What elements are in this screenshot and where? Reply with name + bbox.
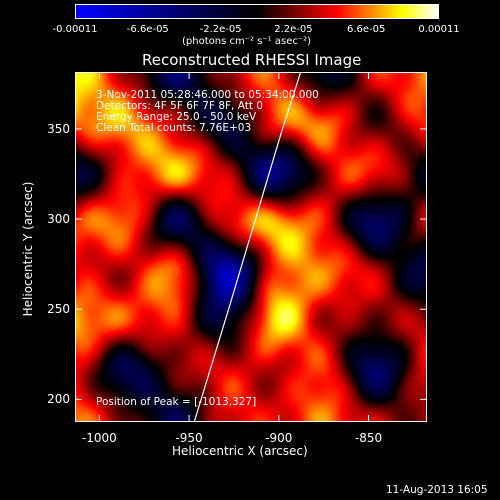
y-tick-label: 300 [47, 212, 70, 227]
colorbar-tick-label: -0.00011 [52, 24, 98, 35]
plot-area [75, 72, 427, 422]
y-tick-label: 350 [47, 121, 70, 136]
x-tick-label: -1000 [81, 431, 117, 445]
chart-title: Reconstructed RHESSI Image [142, 51, 362, 69]
x-tick-label: -900 [265, 431, 293, 445]
colorbar-units: (photons cm⁻² s⁻¹ asec⁻²) [182, 36, 312, 47]
colorbar-tick-label: 0.00011 [418, 24, 460, 35]
annotation-counts: Clean Total counts: 7.76E+03 [96, 122, 252, 134]
colorbar-tick-label: -6.6e-05 [126, 24, 169, 35]
heatmap-image [76, 73, 426, 421]
annotation-energy: Energy Range: 25.0 - 50.0 keV [96, 111, 257, 123]
y-axis-label: Heliocentric Y (arcsec) [21, 181, 35, 317]
y-tick-label: 200 [47, 392, 70, 407]
footer-date: 11-Aug-2013 16:05 [386, 484, 488, 496]
x-tick-label: -950 [175, 431, 203, 445]
solar-limb-line [193, 73, 301, 421]
colorbar [75, 4, 439, 19]
colorbar-tick-label: -2.2e-05 [199, 24, 242, 35]
colorbar-tick-label: 6.6e-05 [346, 24, 386, 35]
x-tick-label: -850 [354, 431, 383, 445]
annotation-time: 3-Nov-2011 05:28:46.000 to 05:34:00.000 [96, 89, 319, 101]
annotation-detectors: Detectors: 4F 5F 6F 7F 8F, Att 0 [96, 100, 263, 112]
y-tick-label: 250 [47, 302, 70, 317]
plot-overlay [76, 73, 426, 421]
x-axis-label: Heliocentric X (arcsec) [172, 444, 308, 458]
peak-position-label: Position of Peak = [-1013,327] [96, 396, 257, 408]
colorbar-tick-label: 2.2e-05 [274, 24, 313, 35]
